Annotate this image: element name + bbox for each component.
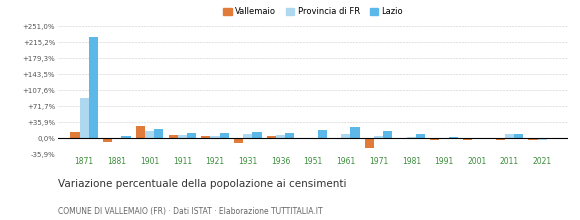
Bar [383,131,393,138]
Bar [201,136,211,138]
Bar [416,134,425,138]
Bar [332,138,342,139]
Bar [547,138,556,139]
Bar [70,132,79,138]
Bar [285,133,294,138]
Legend: Vallemaio, Provincia di FR, Lazio: Vallemaio, Provincia di FR, Lazio [220,4,407,20]
Bar [79,97,89,138]
Bar [89,37,98,138]
Bar [350,127,360,138]
Bar [463,138,472,139]
Bar [169,135,177,138]
Bar [505,134,514,138]
Bar [318,130,327,138]
Bar [177,135,187,138]
Bar [514,134,523,138]
Bar [374,136,383,138]
Bar [187,133,196,138]
Bar [528,138,538,140]
Bar [299,138,309,139]
Bar [430,138,440,140]
Bar [342,134,350,138]
Bar [267,136,276,138]
Bar [136,126,145,138]
Bar [211,136,220,138]
Bar [121,136,130,138]
Bar [365,138,374,148]
Bar [243,134,252,138]
Bar [145,131,154,138]
Bar [276,135,285,138]
Bar [220,133,229,138]
Bar [538,138,547,139]
Bar [449,137,458,138]
Bar [309,138,318,139]
Bar [154,129,164,138]
Bar [234,138,243,143]
Text: Variazione percentuale della popolazione ai censimenti: Variazione percentuale della popolazione… [58,179,346,189]
Bar [103,138,113,142]
Bar [407,137,416,138]
Text: COMUNE DI VALLEMAIO (FR) · Dati ISTAT · Elaborazione TUTTITALIA.IT: COMUNE DI VALLEMAIO (FR) · Dati ISTAT · … [58,207,322,216]
Bar [496,138,505,141]
Bar [252,132,262,138]
